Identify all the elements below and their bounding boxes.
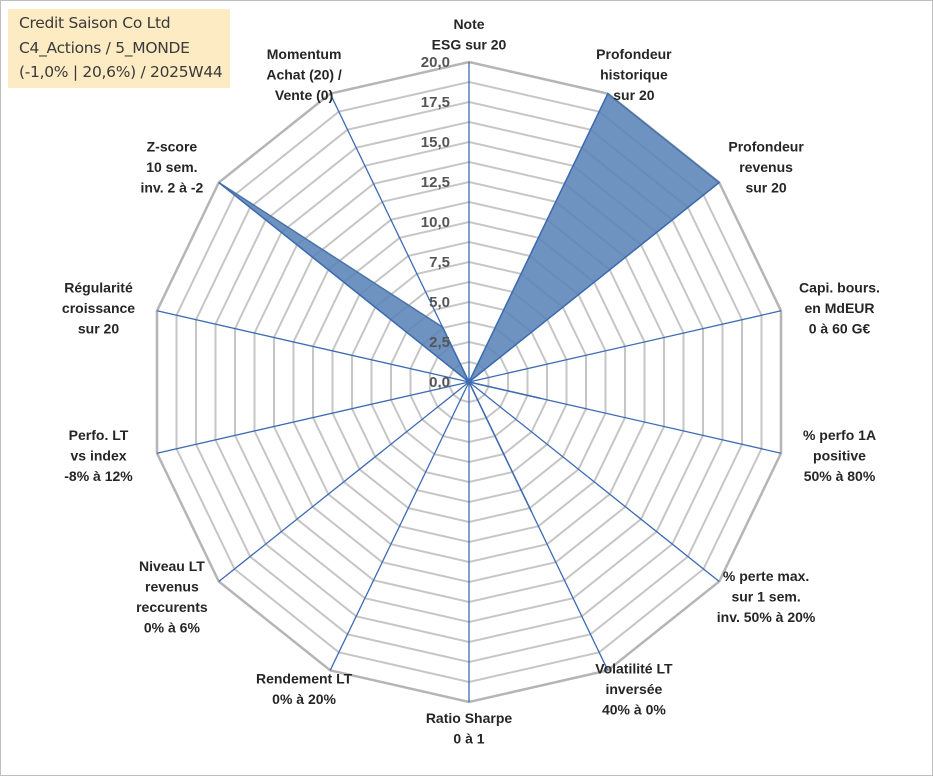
axis-label-line: croissance bbox=[62, 300, 135, 316]
axis-label-line: Perfo. LT bbox=[69, 427, 129, 443]
axis-label: Ratio Sharpe 0 à 1 bbox=[426, 710, 513, 747]
axis-label: Note ESG sur 20 bbox=[432, 16, 507, 53]
axis-label-line: sur 20 bbox=[745, 179, 786, 195]
axis-label: Rendement LT 0% à 20% bbox=[256, 671, 353, 708]
axis-label-line: positive bbox=[813, 448, 866, 464]
performance-week: (-1,0% | 20,6%) / 2025W44 bbox=[19, 63, 223, 81]
axis-label-line: Vente (0) bbox=[275, 87, 333, 103]
axis-label-line: reccurents bbox=[136, 599, 208, 615]
spoke-line bbox=[329, 381, 470, 671]
axis-label-line: 0 à 60 G€ bbox=[809, 320, 871, 336]
axis-label-line: Profondeur bbox=[596, 46, 672, 62]
axis-label: Volatilité LT inversée 40% à 0% bbox=[595, 660, 673, 717]
spoke-line bbox=[468, 381, 609, 671]
tick-label: 17,5 bbox=[421, 94, 450, 111]
tick-label: 15,0 bbox=[421, 134, 450, 151]
axis-label-line: 0% à 6% bbox=[144, 620, 201, 636]
axis-label-line: 0% à 20% bbox=[272, 691, 336, 707]
axis-label-line: % perte max. bbox=[723, 568, 809, 584]
portfolio-name: C4_Actions / 5_MONDE bbox=[19, 38, 190, 57]
spoke-line bbox=[218, 381, 470, 583]
axis-label-line: inv. 2 à -2 bbox=[141, 179, 204, 195]
axis-label: Z-score 10 sem. inv. 2 à -2 bbox=[141, 138, 204, 195]
spoke-line bbox=[218, 181, 470, 383]
axis-label: Niveau LT revenus reccurents 0% à 6% bbox=[136, 558, 208, 636]
axis-label: Capi. bours. en MdEUR 0 à 60 G€ bbox=[799, 279, 880, 336]
axis-label-line: sur 20 bbox=[78, 320, 119, 336]
spoke-line bbox=[468, 181, 720, 383]
axis-label-line: 40% à 0% bbox=[602, 701, 666, 717]
axis-label: Profondeur historique sur 20 bbox=[596, 46, 672, 103]
axis-label-line: Capi. bours. bbox=[799, 279, 880, 295]
axis-label-line: inversée bbox=[605, 681, 662, 697]
axis-label-line: Niveau LT bbox=[139, 558, 205, 574]
axis-label-line: 0 à 1 bbox=[453, 731, 484, 747]
axis-label-line: revenus bbox=[739, 159, 793, 175]
tick-labels: 0,0 2,5 5,0 7,5 10,0 12,5 15,0 17,5 20,0 bbox=[421, 54, 450, 391]
tick-label: 7,5 bbox=[429, 254, 450, 271]
axis-label-line: Volatilité LT bbox=[595, 660, 673, 676]
spoke-line bbox=[156, 381, 470, 454]
axis-label: Régularité croissance sur 20 bbox=[62, 279, 135, 336]
axis-label-line: Profondeur bbox=[728, 138, 804, 154]
spoke-line bbox=[468, 381, 782, 454]
info-box: Credit Saison Co Ltd C4_Actions / 5_MOND… bbox=[8, 9, 230, 88]
axis-label: % perfo 1A positive 50% à 80% bbox=[803, 427, 876, 484]
axis-label-line: ESG sur 20 bbox=[432, 37, 507, 53]
axis-label-line: Régularité bbox=[64, 279, 133, 295]
spoke-line bbox=[468, 381, 720, 583]
tick-label: 12,5 bbox=[421, 174, 450, 191]
axis-label-line: sur 20 bbox=[613, 87, 654, 103]
axis-label-line: en MdEUR bbox=[805, 300, 875, 316]
axis-label-line: vs index bbox=[70, 448, 126, 464]
axis-label-line: sur 1 sem. bbox=[731, 589, 800, 605]
spoke-line bbox=[468, 310, 782, 383]
spokes bbox=[156, 62, 782, 702]
axis-label-line: 10 sem. bbox=[146, 159, 197, 175]
axis-label-line: -8% à 12% bbox=[64, 468, 133, 484]
axis-label-line: Z-score bbox=[147, 138, 198, 154]
axis-label: % perte max. sur 1 sem. inv. 50% à 20% bbox=[717, 568, 816, 625]
tick-label: 10,0 bbox=[421, 214, 450, 231]
tick-label: 5,0 bbox=[429, 294, 450, 311]
axis-label: Profondeur revenus sur 20 bbox=[728, 138, 804, 195]
axis-label-line: Rendement LT bbox=[256, 671, 353, 687]
company-name: Credit Saison Co Ltd bbox=[19, 14, 171, 32]
axis-label-line: Note bbox=[453, 16, 484, 32]
axis-label-line: inv. 50% à 20% bbox=[717, 609, 816, 625]
tick-label: 2,5 bbox=[429, 334, 450, 351]
axis-label-line: historique bbox=[600, 67, 668, 83]
axis-label-line: Achat (20) / bbox=[266, 67, 342, 83]
axis-label-line: Momentum bbox=[267, 46, 342, 62]
tick-label: 20,0 bbox=[421, 54, 450, 71]
axis-label-line: % perfo 1A bbox=[803, 427, 876, 443]
axis-label-line: revenus bbox=[145, 579, 199, 595]
axis-label-line: 50% à 80% bbox=[804, 468, 876, 484]
spoke-line bbox=[329, 93, 470, 383]
axis-label-line: Ratio Sharpe bbox=[426, 710, 513, 726]
axis-label: Perfo. LT vs index -8% à 12% bbox=[64, 427, 133, 484]
axis-label: Momentum Achat (20) / Vente (0) bbox=[266, 46, 342, 103]
axis-labels: Note ESG sur 20 Profondeur historique sur 20… bbox=[62, 16, 880, 747]
spoke-line bbox=[156, 310, 470, 383]
tick-label: 0,0 bbox=[429, 374, 450, 391]
spoke-line bbox=[468, 93, 609, 383]
